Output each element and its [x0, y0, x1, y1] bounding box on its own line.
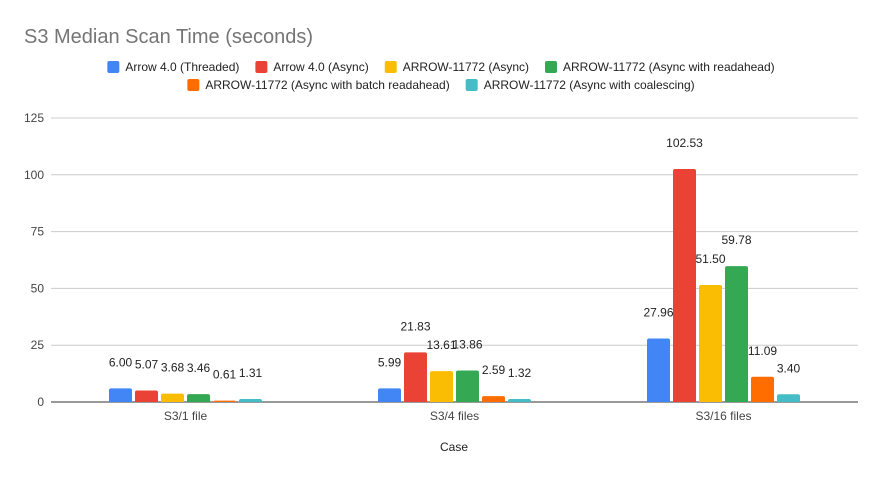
- x-tick-label: S3/1 file: [164, 409, 208, 423]
- legend-swatch: [384, 61, 397, 73]
- data-label: 3.46: [187, 361, 211, 375]
- legend-label: ARROW-11772 (Async with readahead): [563, 60, 775, 74]
- data-label: 11.09: [748, 344, 777, 358]
- bar: [109, 388, 132, 402]
- data-labels: 6.00 5.07 3.68 3.46 0.61 1.31 5.99 21.83 13.6113…: [109, 136, 801, 382]
- legend: Arrow 4.0 (Threaded) Arrow 4.0 (Async) ARR…: [107, 60, 775, 92]
- data-label: 1.32: [508, 366, 532, 380]
- bars: [109, 169, 800, 403]
- bar: [161, 393, 184, 402]
- data-label: 21.83: [400, 319, 430, 333]
- y-tick-label: 100: [24, 168, 44, 182]
- y-tick-label: 75: [31, 225, 45, 239]
- data-label: 51.50: [695, 252, 725, 266]
- data-label: 5.99: [378, 355, 402, 369]
- bar: [430, 371, 453, 402]
- x-tick-label: S3/16 files: [695, 409, 751, 423]
- bar: [239, 399, 262, 402]
- legend-label: Arrow 4.0 (Threaded): [125, 60, 239, 74]
- legend-swatch: [465, 79, 478, 91]
- bar: [647, 338, 670, 402]
- data-label: 59.78: [721, 233, 751, 247]
- data-label: 3.68: [161, 361, 185, 375]
- x-axis-ticks: S3/1 file S3/4 files S3/16 files: [164, 409, 752, 423]
- bar: [482, 396, 505, 402]
- chart-title: S3 Median Scan Time (seconds): [24, 26, 313, 48]
- data-label: 13.86: [452, 338, 482, 352]
- data-label: 13.61: [426, 338, 456, 352]
- legend-swatch: [187, 79, 200, 91]
- bar: [213, 400, 236, 403]
- bar: [508, 399, 531, 402]
- bar: [751, 376, 774, 402]
- legend-swatch: [255, 61, 268, 73]
- bar: [456, 370, 479, 402]
- legend-swatch: [545, 61, 558, 73]
- y-tick-label: 50: [31, 281, 45, 295]
- bar: [187, 394, 210, 402]
- bar: [673, 169, 696, 402]
- bar: [378, 388, 401, 402]
- x-axis-label: Case: [440, 440, 468, 454]
- y-axis-ticks: 0 25 50 75 100 125: [24, 111, 44, 409]
- bar: [725, 266, 748, 402]
- bar: [777, 394, 800, 402]
- legend-label: ARROW-11772 (Async with batch readahead): [205, 78, 449, 92]
- data-label: 27.96: [643, 305, 673, 319]
- legend-swatch: [107, 61, 120, 73]
- data-label: 3.40: [777, 361, 801, 375]
- x-tick-label: S3/4 files: [430, 409, 479, 423]
- grid-lines: [51, 117, 858, 403]
- data-label: 0.61: [213, 368, 237, 382]
- bar: [135, 390, 158, 402]
- legend-label: ARROW-11772 (Async with coalescing): [484, 78, 695, 92]
- data-label: 6.00: [109, 355, 133, 369]
- legend-label: Arrow 4.0 (Async): [273, 60, 368, 74]
- data-label: 2.59: [482, 363, 506, 377]
- bar: [699, 284, 722, 402]
- legend-label: ARROW-11772 (Async): [403, 60, 529, 74]
- y-tick-label: 25: [31, 338, 45, 352]
- y-tick-label: 0: [37, 395, 44, 409]
- data-label: 1.31: [239, 366, 263, 380]
- data-label: 102.53: [666, 136, 703, 150]
- bar: [404, 352, 427, 402]
- data-label: 5.07: [135, 357, 159, 371]
- y-tick-label: 125: [24, 111, 44, 125]
